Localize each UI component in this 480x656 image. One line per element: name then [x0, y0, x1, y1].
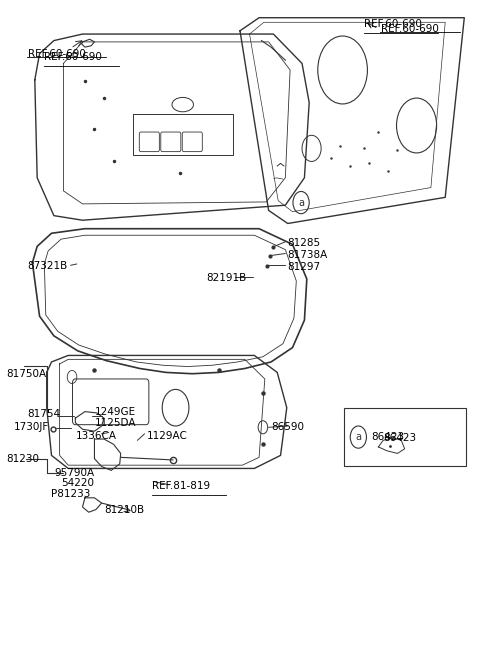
Text: 86423: 86423: [383, 433, 416, 443]
Text: 81297: 81297: [288, 262, 321, 272]
Text: REF.60-690: REF.60-690: [28, 49, 85, 58]
Text: 95790A: 95790A: [54, 468, 94, 478]
Text: P81233: P81233: [51, 489, 91, 499]
Text: REF.60-690: REF.60-690: [44, 52, 102, 62]
Text: 81230: 81230: [6, 454, 39, 464]
Text: REF.60-690: REF.60-690: [364, 19, 422, 30]
Text: REF.60-690: REF.60-690: [381, 24, 439, 34]
Text: 81210B: 81210B: [104, 504, 144, 514]
Text: 1730JF: 1730JF: [13, 422, 48, 432]
Text: REF.81-819: REF.81-819: [152, 481, 210, 491]
Text: 1125DA: 1125DA: [95, 418, 136, 428]
Text: 1249GE: 1249GE: [95, 407, 135, 417]
Text: 54220: 54220: [61, 478, 94, 489]
Text: 1336CA: 1336CA: [75, 431, 116, 441]
Text: a: a: [355, 432, 361, 442]
Bar: [344, 407, 466, 466]
Text: 1129AC: 1129AC: [147, 431, 188, 441]
Text: a: a: [298, 197, 304, 207]
Text: 87321B: 87321B: [28, 261, 68, 271]
Text: 81285: 81285: [288, 238, 321, 248]
Text: 86423: 86423: [371, 432, 404, 442]
Text: 81754: 81754: [28, 409, 61, 419]
Text: 81750A: 81750A: [6, 369, 46, 379]
Text: 86590: 86590: [271, 422, 304, 432]
Text: 81738A: 81738A: [288, 250, 328, 260]
Text: 82191B: 82191B: [206, 274, 247, 283]
